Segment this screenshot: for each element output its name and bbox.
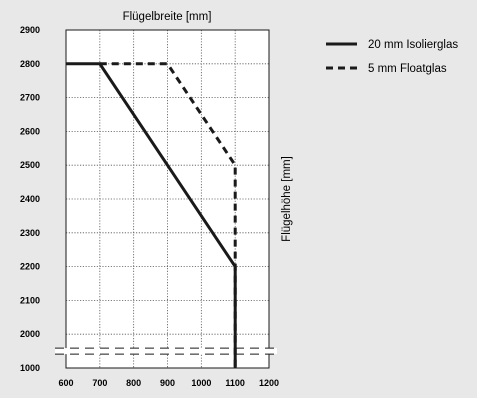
- x-tick-1000: 1000: [191, 378, 211, 388]
- y-tick-2800: 2800: [20, 59, 40, 69]
- plot-frame: [65, 29, 270, 369]
- y-tick-2600: 2600: [20, 126, 40, 136]
- y-tick-2000: 2000: [20, 329, 40, 339]
- y-tick-labels: 1000 2000 2100 2200 2300 2400 2500 2600 2700 2800…: [20, 25, 40, 373]
- y-tick-2900: 2900: [20, 25, 40, 35]
- series-line-1: [99, 62, 237, 368]
- x-tick-800: 800: [126, 378, 141, 388]
- x-tick-900: 900: [160, 378, 175, 388]
- x-tick-1200: 1200: [259, 378, 279, 388]
- x-tick-700: 700: [92, 378, 107, 388]
- y-tick-2500: 2500: [20, 160, 40, 170]
- axis-break-gap: [55, 348, 277, 355]
- series-layer: [66, 62, 237, 368]
- y-tick-2200: 2200: [20, 262, 40, 272]
- x-tick-600: 600: [58, 378, 73, 388]
- y-tick-2100: 2100: [20, 295, 40, 305]
- axis-break: [55, 347, 277, 355]
- legend-label-isolierglas: 20 mm Isolierglas: [368, 39, 458, 51]
- legend-label-floatglas: 5 mm Floatglas: [368, 63, 447, 75]
- x-tick-labels: 600 700 800 900 1000 1100 1200: [58, 378, 279, 388]
- y-tick-1000: 1000: [20, 363, 40, 373]
- y-tick-2400: 2400: [20, 194, 40, 204]
- y-tick-2300: 2300: [20, 228, 40, 238]
- x-tick-1100: 1100: [225, 378, 245, 388]
- legend: 20 mm Isolierglas 5 mm Floatglas: [326, 39, 458, 75]
- y-axis-title: Flügelhöhe [mm]: [281, 156, 293, 242]
- x-axis-title: Flügelbreite [mm]: [123, 11, 212, 23]
- y-tick-2700: 2700: [20, 93, 40, 103]
